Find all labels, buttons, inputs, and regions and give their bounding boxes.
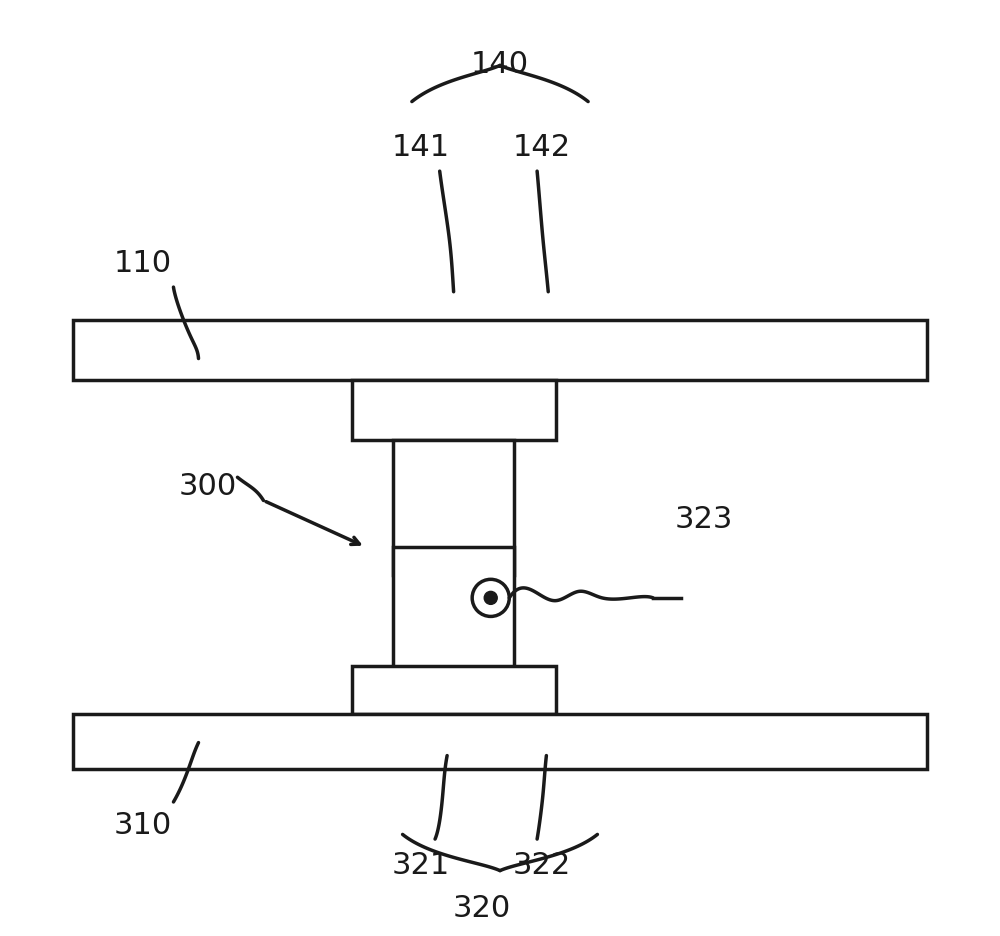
Text: 110: 110 — [114, 249, 172, 278]
Bar — [73, 319, 927, 380]
Text: 141: 141 — [392, 134, 450, 163]
Text: 140: 140 — [471, 50, 529, 79]
Bar — [352, 380, 556, 440]
Circle shape — [484, 592, 497, 605]
Bar — [352, 665, 556, 714]
Text: 142: 142 — [513, 134, 571, 163]
Text: 323: 323 — [675, 505, 733, 534]
Text: 320: 320 — [452, 894, 511, 923]
Text: 300: 300 — [179, 472, 237, 501]
Text: 321: 321 — [392, 851, 450, 880]
Text: 322: 322 — [513, 851, 571, 880]
Text: 310: 310 — [114, 811, 172, 840]
Bar — [393, 547, 514, 667]
Bar — [73, 714, 927, 769]
Bar — [393, 440, 514, 575]
